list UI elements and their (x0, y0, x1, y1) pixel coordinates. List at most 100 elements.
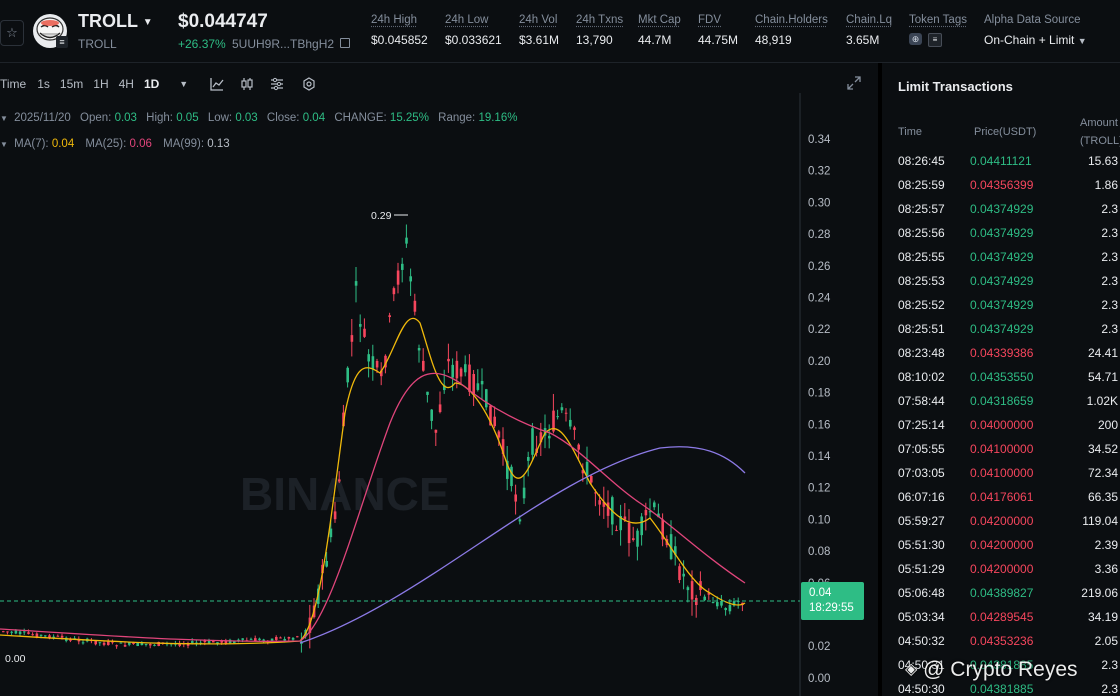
stat-label: FDV (698, 14, 738, 26)
tx-row: 04:50:32 0.04353236 2.05 (882, 629, 1120, 653)
candle-body (153, 645, 156, 646)
tx-price: 0.04374929 (970, 298, 1033, 312)
tx-price: 0.04353236 (970, 634, 1033, 648)
tx-row: 05:06:48 0.04389827 219.06 (882, 581, 1120, 605)
candle-body (720, 601, 723, 606)
tx-amount: 2.3 (1101, 202, 1118, 216)
candle-body (10, 632, 13, 633)
tx-amount: 2.3 (1101, 682, 1118, 696)
col-price: Price(USDT) (974, 126, 1036, 138)
candle-body (120, 643, 123, 644)
tx-time: 04:50:32 (898, 634, 945, 648)
candle-body (405, 238, 408, 244)
price-axis-tick: 0.18 (808, 388, 830, 400)
candle-body (136, 643, 139, 646)
tx-time: 08:25:53 (898, 274, 945, 288)
candle-body (615, 530, 618, 531)
tag-chain-icon[interactable]: ⊕ (909, 33, 922, 45)
candle-body (682, 574, 685, 577)
tx-price: 0.04318659 (970, 394, 1033, 408)
token-menu-icon[interactable]: ≡ (56, 36, 68, 48)
tx-time: 07:58:44 (898, 394, 945, 408)
chevron-down-icon: ▼ (143, 17, 153, 28)
candle-body (565, 413, 568, 414)
candle-body (107, 642, 110, 645)
stat-label: Chain.Holders (755, 14, 828, 26)
candle-body (61, 636, 64, 638)
price-change: +26.37% (178, 37, 226, 51)
stat-value: $0.045852 (371, 33, 428, 47)
tx-price: 0.04200000 (970, 514, 1033, 528)
tx-price: 0.04381885 (970, 682, 1033, 696)
tx-time: 07:05:55 (898, 442, 945, 456)
tx-time: 08:10:02 (898, 370, 945, 384)
peak-price-label: 0.29 (371, 210, 392, 222)
candles (2, 225, 744, 653)
tx-row: 05:03:34 0.04289545 34.19 (882, 605, 1120, 629)
candle-body (687, 587, 690, 590)
tx-row: 07:03:05 0.04100000 72.34 (882, 461, 1120, 485)
candle-body (401, 264, 404, 270)
tx-price: 0.04000000 (970, 418, 1033, 432)
stat-label: Chain.Lq (846, 14, 892, 26)
candle-body (233, 642, 236, 644)
candle-body (472, 374, 475, 394)
contract-address[interactable]: 5UUH9R...TBhgH2 (232, 37, 350, 51)
candle-body (645, 510, 648, 515)
favorite-star-icon[interactable]: ☆ (0, 20, 24, 46)
col-amount: Amount (1080, 117, 1118, 129)
stat-value: 13,790 (576, 33, 623, 47)
alpha-value: On-Chain + Limit (984, 33, 1074, 47)
tx-row: 08:10:02 0.04353550 54.71 (882, 365, 1120, 389)
candle-body (439, 404, 442, 412)
tx-time: 07:03:05 (898, 466, 945, 480)
candle-body (250, 639, 253, 640)
candle-body (103, 643, 106, 645)
stat-24h-txns: 24h Txns 13,790 (576, 14, 623, 47)
candle-body (447, 359, 450, 361)
candle-body (397, 271, 400, 285)
candle-body (271, 639, 274, 641)
tx-price: 0.04374929 (970, 250, 1033, 264)
tx-row: 05:51:29 0.04200000 3.36 (882, 557, 1120, 581)
tx-price: 0.04339386 (970, 346, 1033, 360)
copy-icon[interactable] (340, 38, 350, 48)
token-tags-label: Token Tags (909, 14, 967, 26)
tx-time: 08:23:48 (898, 346, 945, 360)
tx-row: 08:26:45 0.04411121 15.63 (882, 149, 1120, 173)
tx-price: 0.04176061 (970, 490, 1033, 504)
candle-body (607, 503, 610, 516)
candle-body (481, 381, 484, 384)
candle-body (40, 635, 43, 636)
candle-body (724, 608, 727, 610)
candle-body (149, 644, 152, 645)
candle-body (19, 631, 22, 634)
stat-24h-low: 24h Low $0.033621 (445, 14, 502, 47)
tx-price: 0.04353550 (970, 370, 1033, 384)
tx-amount: 2.39 (1095, 538, 1118, 552)
candlestick-chart[interactable]: BINANCE 0.34 0.32 0.30 0.28 0.26 0.24 0.22 0.20… (0, 63, 878, 696)
candle-body (514, 494, 517, 501)
tag-menu-icon[interactable]: ≡ (928, 33, 942, 47)
tx-amount: 54.71 (1088, 370, 1118, 384)
candle-body (2, 631, 5, 632)
candle-body (569, 420, 572, 427)
candle-body (468, 365, 471, 392)
token-name[interactable]: TROLL ▼ (78, 11, 153, 32)
tx-list[interactable]: 08:26:45 0.04411121 15.63 08:25:59 0.0435639… (882, 149, 1120, 696)
tx-time: 08:25:52 (898, 298, 945, 312)
price-axis-tick: 0.24 (808, 293, 831, 305)
candle-body (128, 643, 131, 645)
chevron-down-icon: ▼ (1078, 36, 1087, 46)
tx-row: 08:23:48 0.04339386 24.41 (882, 341, 1120, 365)
tx-row: 08:25:59 0.04356399 1.86 (882, 173, 1120, 197)
alpha-label: Alpha Data Source (984, 14, 1087, 26)
alpha-data-source[interactable]: Alpha Data Source On-Chain + Limit ▼ (984, 14, 1087, 47)
candle-body (393, 288, 396, 294)
price-axis-tick: 0.26 (808, 261, 830, 273)
price-axis-tick: 0.14 (808, 451, 831, 463)
candle-body (498, 431, 501, 437)
candle-body (330, 529, 333, 538)
candle-body (712, 602, 715, 603)
tx-row: 08:25:55 0.04374929 2.3 (882, 245, 1120, 269)
